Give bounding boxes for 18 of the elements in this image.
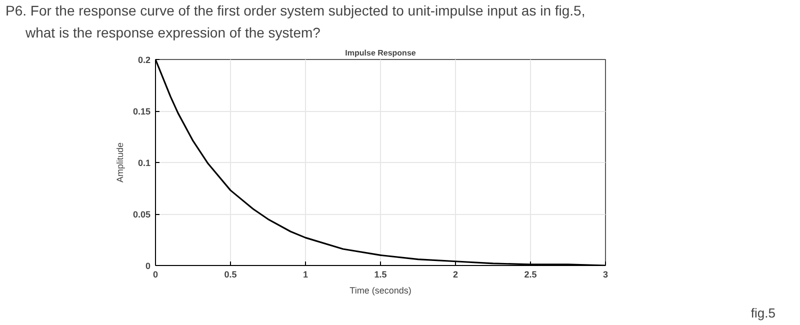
y-tick-label: 0.2 xyxy=(138,55,151,65)
caption: fig.5 xyxy=(750,306,776,320)
x-axis-title: Time (seconds) xyxy=(350,286,412,296)
x-tick-label: 0 xyxy=(152,270,158,280)
chart-title: Impulse Response xyxy=(345,48,416,58)
x-tick-label: 2.5 xyxy=(524,270,537,280)
text: what is the response expression of the system? xyxy=(24,24,321,40)
x-tick-label: 0.5 xyxy=(224,270,237,280)
x-tick-label: 3 xyxy=(602,270,608,280)
x-tick-label: 1 xyxy=(302,270,308,280)
y-axis-title: Amplitude xyxy=(114,142,125,183)
y-tick-label: 0.05 xyxy=(132,210,151,220)
x-tick-label: 2 xyxy=(452,270,458,280)
x-tick-label: 1.5 xyxy=(374,270,387,280)
y-tick-label: 0.15 xyxy=(132,106,151,116)
y-tick-label: 0 xyxy=(145,261,151,271)
y-tick-label: 0.1 xyxy=(138,158,151,168)
text: P6. For the response curve of the first order system subjected to unit-impulse input as in fig.5, xyxy=(6,2,586,18)
